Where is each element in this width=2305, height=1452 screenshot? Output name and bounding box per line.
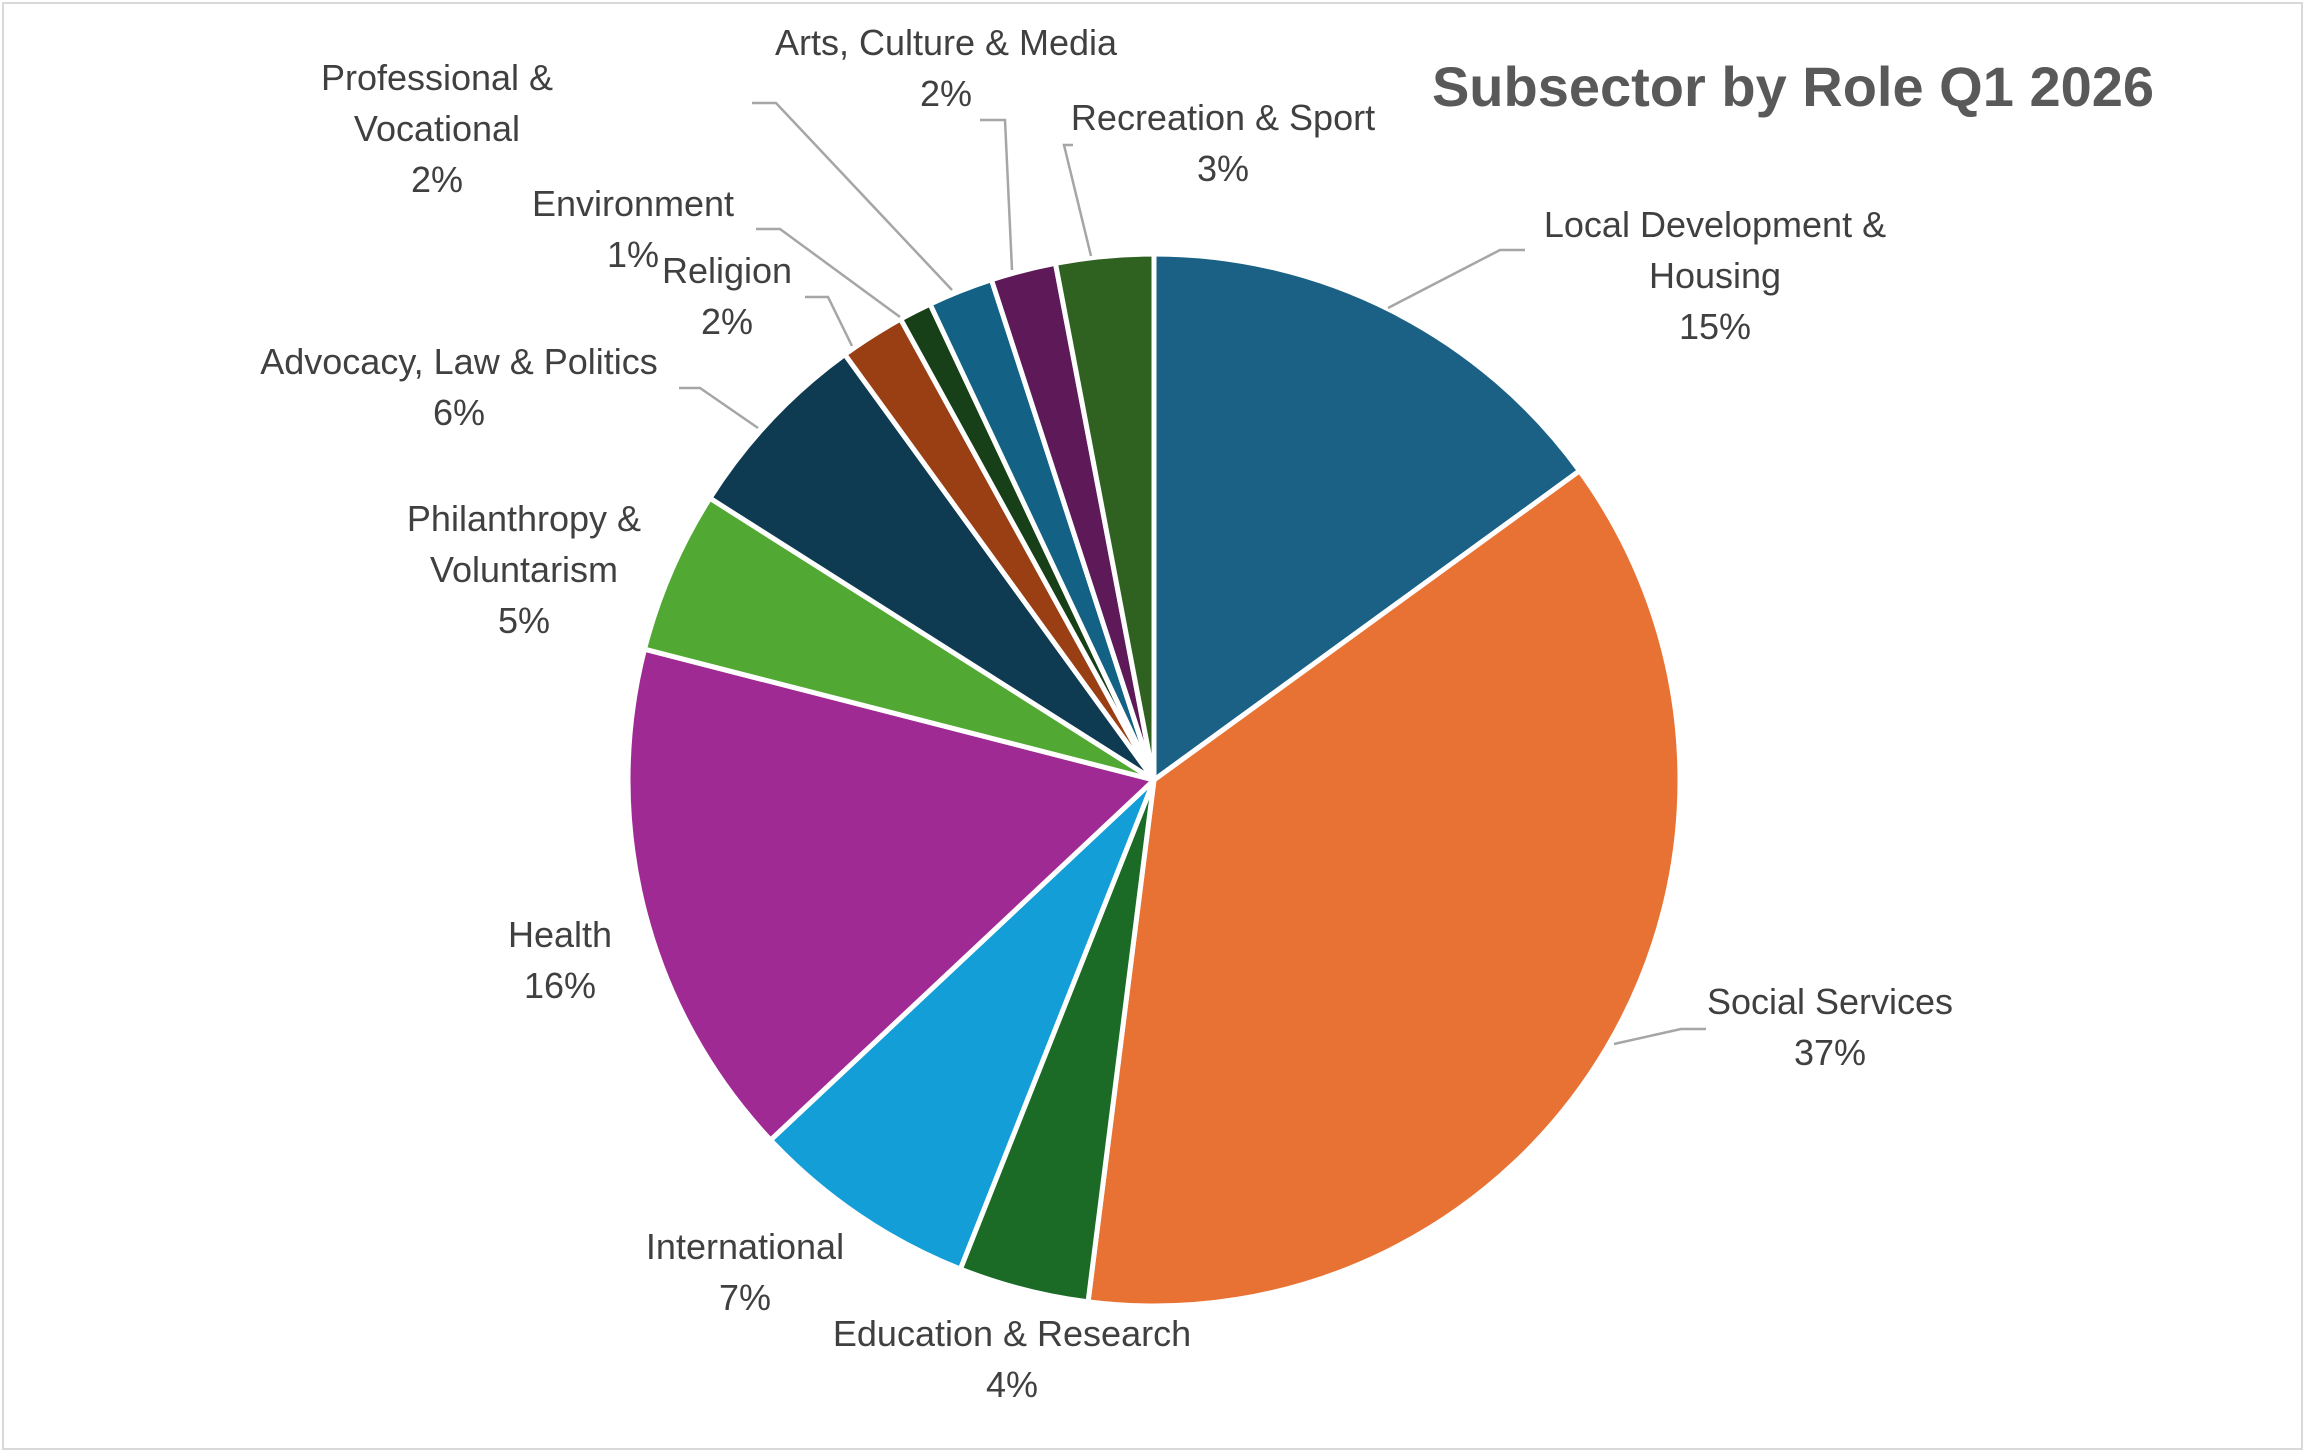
chart-title: Subsector by Role Q1 2026 [1432, 55, 2154, 118]
data-label-category: Philanthropy & [407, 498, 641, 539]
leader-line [679, 386, 759, 430]
data-label-category: Housing [1649, 255, 1781, 296]
data-label: Environment 1% [532, 183, 734, 275]
data-label: Social Services 37% [1707, 981, 1953, 1073]
data-label-percent: 6% [433, 392, 485, 433]
data-label-category: Health [508, 914, 612, 955]
data-label: Religion 2% [662, 250, 792, 342]
leader-line [980, 118, 1014, 271]
data-label-category: Recreation & Sport [1071, 97, 1375, 138]
pie-slice-local-development-housing [1151, 251, 1583, 783]
data-label-category: Professional & [321, 57, 553, 98]
data-label-percent: 5% [498, 600, 550, 641]
data-label-percent: 15% [1679, 306, 1751, 347]
leader-line [1387, 248, 1525, 310]
data-label-category: Social Services [1707, 981, 1953, 1022]
data-label: Professional & Vocational 2% [321, 57, 553, 200]
pie-slice-social-services [1085, 468, 1683, 1309]
data-label-percent: 16% [524, 965, 596, 1006]
data-label: Advocacy, Law & Politics 6% [260, 341, 658, 433]
data-label-category: Environment [532, 183, 734, 224]
data-label: Arts, Culture & Media 2% [775, 22, 1118, 114]
pie-slice-recreation-sport [1052, 251, 1157, 783]
data-label: Local Development & Housing 15% [1544, 204, 1886, 347]
data-label-category: Religion [662, 250, 792, 291]
data-label-category: Advocacy, Law & Politics [260, 341, 658, 382]
data-label-percent: 2% [701, 301, 753, 342]
data-label: Education & Research 4% [833, 1313, 1191, 1405]
pie-slice-health [625, 646, 1157, 1143]
pie-slices [625, 251, 1683, 1309]
leader-line [752, 101, 953, 291]
data-label-percent: 2% [411, 159, 463, 200]
data-label: Health 16% [508, 914, 612, 1006]
data-label-percent: 1% [607, 234, 659, 275]
data-label-percent: 4% [986, 1364, 1038, 1405]
data-label-percent: 7% [719, 1277, 771, 1318]
data-label-category: Education & Research [833, 1313, 1191, 1354]
pie-slice-international [768, 777, 1157, 1272]
pie-slice-advocacy-law-politics [707, 351, 1157, 783]
leader-line [1613, 1027, 1706, 1046]
data-label-percent: 2% [920, 73, 972, 114]
data-label-category: Vocational [354, 108, 520, 149]
data-label-category: International [646, 1226, 844, 1267]
data-label: International 7% [646, 1226, 844, 1318]
data-label: Recreation & Sport 3% [1071, 97, 1375, 189]
data-labels: Local Development & Housing 15% Social Serv… [260, 22, 1953, 1405]
data-label-category: Local Development & [1544, 204, 1886, 245]
data-label-percent: 37% [1794, 1032, 1866, 1073]
pie-slice-philanthropy-voluntarism [642, 495, 1157, 783]
leader-line [756, 227, 901, 319]
data-label-category: Voluntarism [430, 549, 618, 590]
data-label-category: Arts, Culture & Media [775, 22, 1118, 63]
data-label-percent: 3% [1197, 148, 1249, 189]
data-label: Philanthropy & Voluntarism 5% [407, 498, 641, 641]
leader-line [1062, 143, 1093, 257]
leader-line [805, 295, 854, 347]
leader-lines [679, 101, 1706, 1046]
